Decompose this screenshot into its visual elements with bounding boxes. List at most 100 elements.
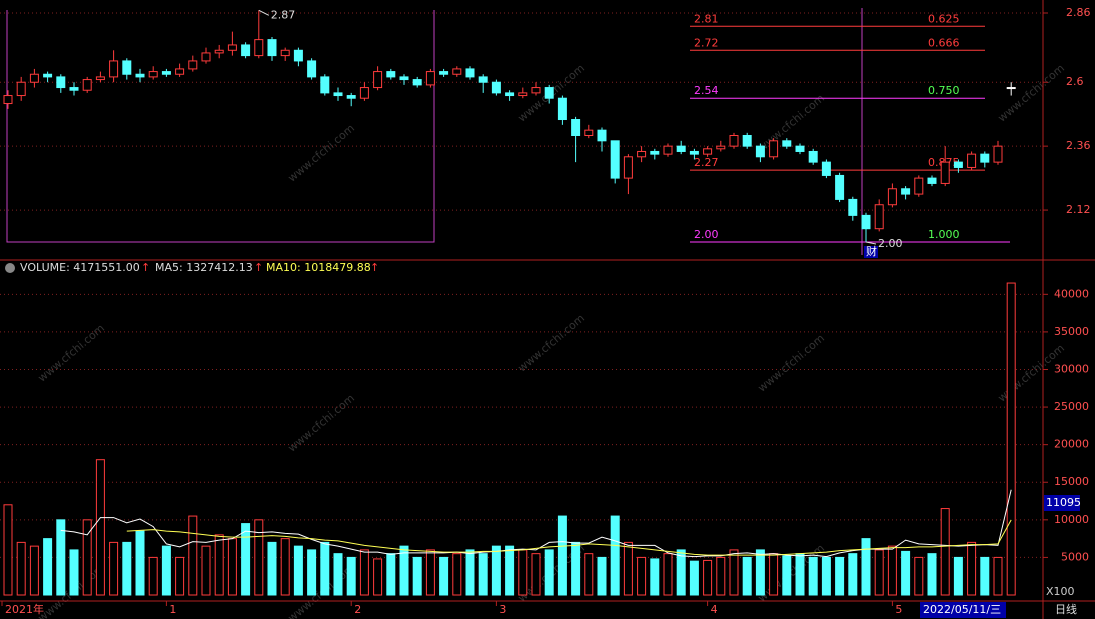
- max-label: 2.87: [271, 8, 296, 21]
- volume-bar: [227, 538, 237, 596]
- candle-body: [135, 73, 145, 78]
- y-tick-label: 5000: [1061, 550, 1089, 563]
- candle-body: [122, 60, 132, 75]
- volume-bar: [148, 556, 158, 596]
- volume-bar: [267, 541, 277, 596]
- volume-bar: [795, 553, 805, 596]
- volume-bar: [16, 541, 26, 596]
- period-label[interactable]: 日线: [1055, 602, 1077, 616]
- volume-bar: [901, 550, 911, 596]
- volume-bar: [214, 534, 224, 596]
- volume-bar: [940, 508, 950, 596]
- fib-price: 2.00: [694, 228, 719, 241]
- candle-body: [848, 198, 858, 216]
- fib-ratio: 0.666: [928, 36, 960, 49]
- volume-bar: [359, 549, 369, 596]
- candle-body: [425, 71, 435, 86]
- candle-body: [901, 188, 911, 195]
- candle-body: [927, 177, 937, 184]
- candle-body: [267, 39, 277, 57]
- volume-bar: [769, 553, 779, 596]
- candle-body: [16, 81, 26, 97]
- volume-bar: [703, 559, 713, 596]
- volume-bar: [346, 556, 356, 596]
- volume-bar: [280, 538, 290, 596]
- candle-body: [531, 87, 541, 94]
- y-tick-label: 35000: [1054, 325, 1089, 338]
- event-marker: 财: [866, 244, 877, 258]
- candle-body: [505, 92, 515, 97]
- volume-bar: [914, 556, 924, 596]
- candle-body: [940, 161, 950, 184]
- volume-bar: [43, 538, 53, 596]
- candle-body: [399, 76, 409, 81]
- candle-body: [439, 71, 449, 75]
- candle-body: [452, 68, 462, 75]
- x-tick-label: 2: [354, 603, 361, 616]
- candle-body: [491, 81, 501, 94]
- candle-body: [188, 60, 198, 70]
- volume-bar: [518, 549, 528, 596]
- ma5-label: MA5: 1327412.13: [155, 261, 253, 274]
- candle-body: [755, 145, 765, 158]
- volume-bar: [782, 555, 792, 596]
- collapse-icon[interactable]: [5, 263, 15, 273]
- volume-bar: [320, 541, 330, 596]
- candle-body: [412, 79, 422, 86]
- volume-bar: [848, 553, 858, 596]
- candle-body: [254, 39, 264, 57]
- y-tick-label: 15000: [1054, 475, 1089, 488]
- volume-bar: [993, 556, 1003, 596]
- candle-body: [967, 153, 977, 168]
- fib-price: 2.54: [694, 84, 719, 97]
- candle-body: [821, 161, 831, 176]
- candle-body: [835, 174, 845, 200]
- candle-body: [874, 204, 884, 230]
- ma10-line: [126, 519, 1012, 556]
- ma5-line: [60, 489, 1012, 558]
- candle-body: [1006, 87, 1016, 90]
- volume-bar: [623, 541, 633, 596]
- volume-bar: [3, 504, 13, 596]
- arrow: ↑: [254, 261, 263, 274]
- min-label: 2.00: [878, 237, 903, 250]
- candle-body: [993, 145, 1003, 163]
- fib-ratio: 1.000: [928, 228, 960, 241]
- y-tick-label: 2.6: [1066, 75, 1084, 88]
- x-tick-label: 4: [711, 603, 718, 616]
- y-tick-label: 20000: [1054, 438, 1089, 451]
- candle-body: [980, 153, 990, 163]
- candle-body: [29, 73, 39, 83]
- candle-body: [69, 87, 79, 91]
- volume-bar: [452, 553, 462, 596]
- volume-bar: [861, 538, 871, 596]
- volume-bar: [95, 459, 105, 596]
- candle-body: [201, 52, 211, 62]
- volume-bar: [386, 553, 396, 596]
- volume-bar: [69, 549, 79, 596]
- candle-body: [465, 68, 475, 78]
- fib-ratio: 0.750: [928, 84, 960, 97]
- volume-bar: [82, 519, 92, 596]
- candle-body: [346, 95, 356, 99]
- candle-body: [637, 150, 647, 158]
- candle-body: [175, 68, 185, 75]
- candle-body: [227, 44, 237, 51]
- candle-body: [676, 145, 686, 152]
- volume-bar: [241, 523, 251, 596]
- volume-bar: [821, 556, 831, 596]
- volume-bar: [874, 549, 884, 596]
- volume-bar: [610, 515, 620, 596]
- candle-body: [386, 71, 396, 78]
- volume-bar: [689, 560, 699, 596]
- volume-bar: [650, 558, 660, 596]
- volume-bar: [584, 553, 594, 596]
- max-pointer: [258, 9, 270, 16]
- unit-label: X100: [1046, 585, 1075, 598]
- volume-bar: [478, 553, 488, 596]
- candle-body: [373, 71, 383, 89]
- volume-bar: [491, 545, 501, 596]
- volume-label: VOLUME: 4171551.00: [20, 261, 140, 274]
